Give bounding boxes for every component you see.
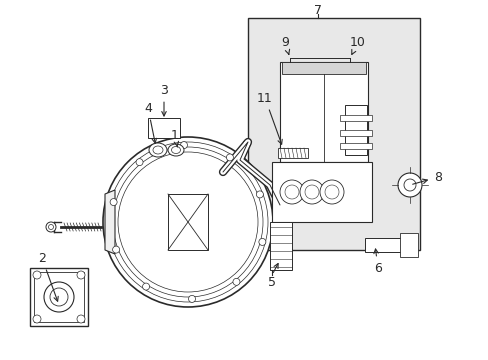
Circle shape bbox=[299, 180, 324, 204]
Text: 5: 5 bbox=[267, 275, 275, 288]
Circle shape bbox=[403, 179, 415, 191]
Text: 2: 2 bbox=[38, 252, 58, 301]
Circle shape bbox=[44, 282, 74, 312]
Circle shape bbox=[305, 185, 318, 199]
Circle shape bbox=[232, 278, 240, 285]
Bar bbox=[339, 130, 371, 136]
Circle shape bbox=[325, 185, 338, 199]
Circle shape bbox=[110, 199, 117, 206]
Bar bbox=[345, 105, 366, 155]
Bar bbox=[269, 222, 291, 270]
Text: 6: 6 bbox=[373, 249, 381, 274]
Circle shape bbox=[258, 238, 265, 246]
Ellipse shape bbox=[168, 144, 183, 156]
Circle shape bbox=[188, 296, 195, 302]
Circle shape bbox=[103, 137, 272, 307]
Bar bbox=[168, 194, 207, 250]
Bar bbox=[34, 272, 84, 322]
Ellipse shape bbox=[149, 143, 167, 157]
Circle shape bbox=[33, 315, 41, 323]
Circle shape bbox=[48, 225, 53, 230]
Text: 1: 1 bbox=[171, 129, 179, 147]
Text: 4: 4 bbox=[144, 102, 156, 143]
Circle shape bbox=[50, 288, 68, 306]
Text: 10: 10 bbox=[349, 36, 365, 54]
Bar bbox=[247, 18, 419, 250]
Bar bbox=[280, 62, 367, 162]
Circle shape bbox=[280, 180, 304, 204]
Text: 8: 8 bbox=[412, 171, 441, 184]
Bar bbox=[399, 233, 417, 257]
Bar bbox=[278, 148, 307, 158]
Bar bbox=[339, 115, 371, 121]
Text: 3: 3 bbox=[160, 84, 167, 116]
Circle shape bbox=[285, 185, 298, 199]
Circle shape bbox=[77, 315, 85, 323]
Bar bbox=[282, 62, 365, 74]
Circle shape bbox=[256, 191, 263, 198]
Circle shape bbox=[136, 159, 143, 166]
Polygon shape bbox=[105, 190, 115, 254]
Text: 9: 9 bbox=[281, 36, 289, 54]
Circle shape bbox=[77, 271, 85, 279]
Bar bbox=[30, 268, 88, 326]
Bar bbox=[148, 118, 180, 138]
Circle shape bbox=[397, 173, 421, 197]
Text: 11: 11 bbox=[257, 91, 282, 144]
Bar bbox=[271, 162, 371, 222]
Circle shape bbox=[46, 222, 56, 232]
Ellipse shape bbox=[171, 147, 180, 153]
Circle shape bbox=[226, 154, 233, 161]
Circle shape bbox=[319, 180, 343, 204]
Circle shape bbox=[180, 141, 187, 149]
Circle shape bbox=[112, 246, 120, 253]
Circle shape bbox=[33, 271, 41, 279]
Circle shape bbox=[142, 283, 149, 290]
Bar bbox=[364, 238, 409, 252]
Bar bbox=[339, 143, 371, 149]
Text: 7: 7 bbox=[313, 4, 321, 17]
Ellipse shape bbox=[153, 146, 163, 154]
